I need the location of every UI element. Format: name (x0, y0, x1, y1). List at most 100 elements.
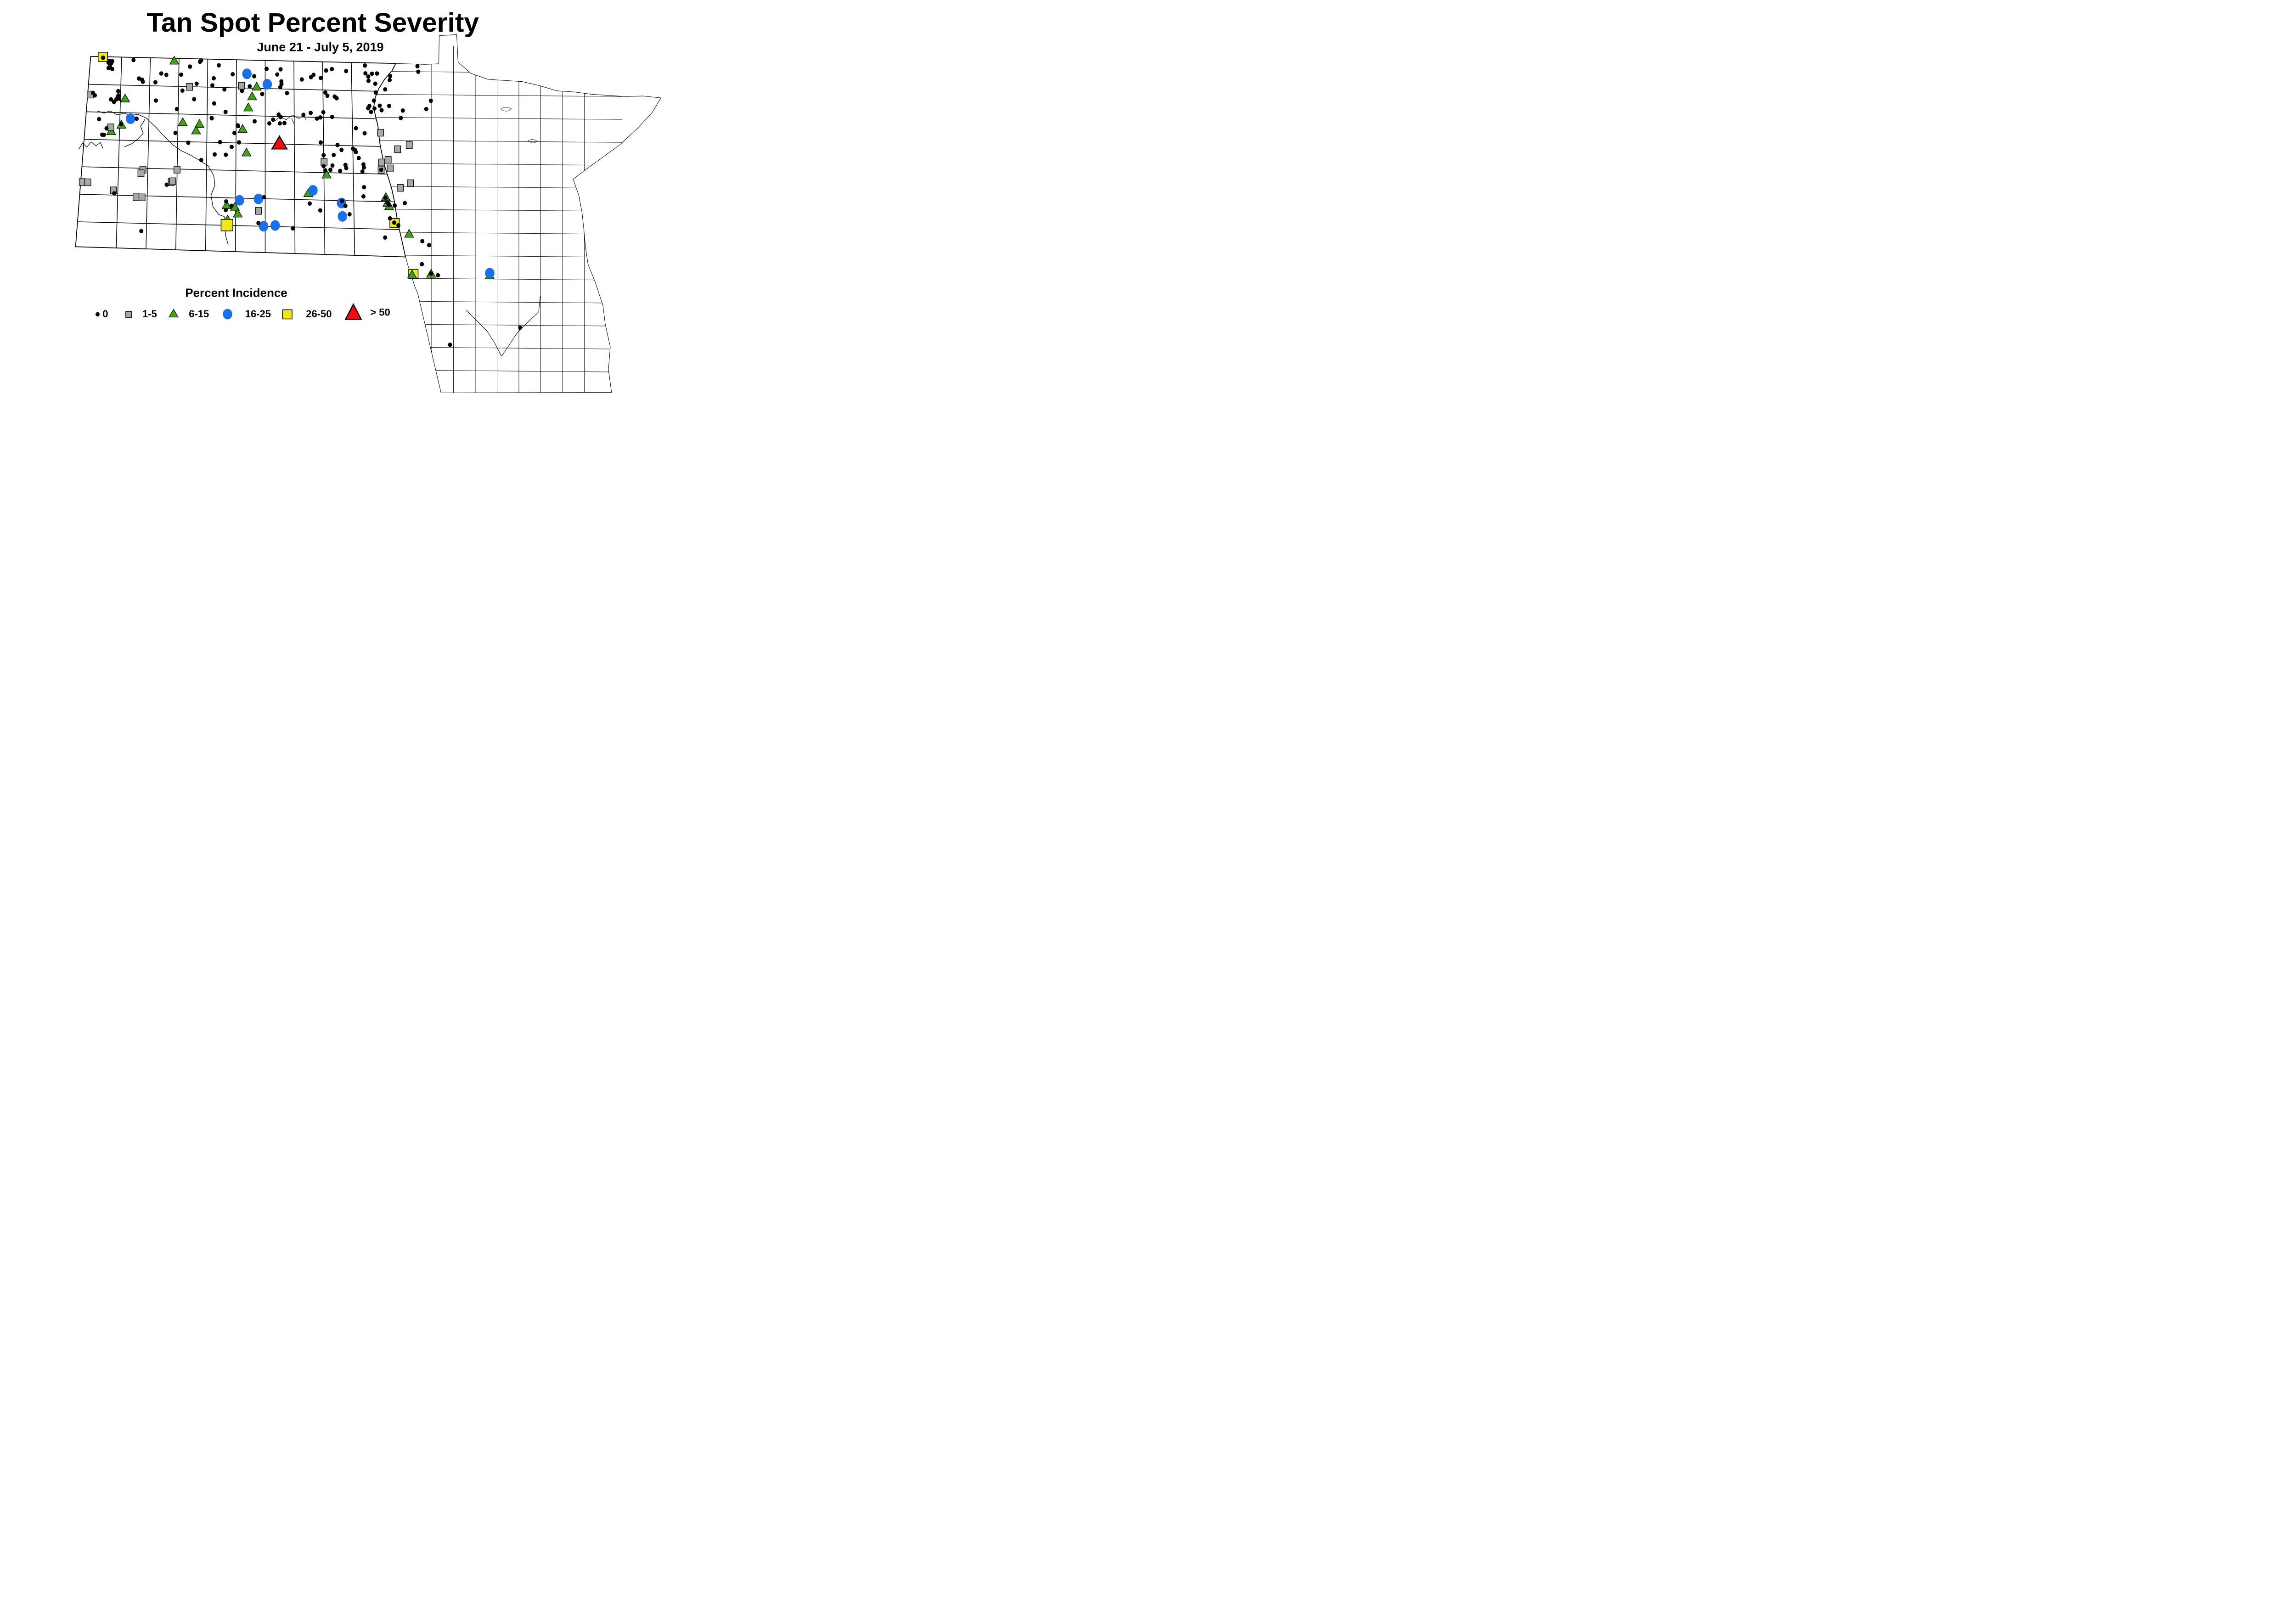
marker-1-5 (397, 184, 404, 192)
marker-0 (387, 203, 391, 207)
marker-0 (112, 100, 116, 104)
marker-0 (377, 103, 382, 108)
marker-0 (278, 115, 283, 119)
legend-title: Percent Incidence (185, 286, 287, 300)
marker-6-15 (169, 56, 180, 65)
marker-0 (388, 73, 393, 79)
marker-0 (218, 140, 222, 145)
marker-0 (343, 203, 348, 208)
marker-0 (344, 69, 349, 73)
marker-0 (362, 185, 366, 190)
marker-0 (260, 92, 264, 96)
marker-0 (323, 90, 327, 95)
marker-16-25 (485, 268, 495, 279)
marker-0 (224, 208, 228, 213)
marker-1-5 (407, 179, 414, 187)
marker-1-5 (133, 193, 140, 201)
marker->50 (271, 135, 288, 150)
marker-0 (366, 74, 371, 79)
marker-0 (199, 158, 203, 163)
marker-0 (179, 72, 183, 77)
legend-symbol-zero-dot (96, 312, 100, 317)
marker-0 (315, 116, 319, 121)
marker-0 (360, 169, 365, 174)
marker-0 (222, 87, 227, 92)
marker-0 (311, 73, 316, 77)
minnesota-outline (373, 34, 662, 394)
marker-1-5 (107, 124, 114, 131)
marker-0 (383, 235, 388, 240)
marker-0 (229, 203, 234, 208)
marker-0 (101, 132, 106, 137)
marker-0 (109, 61, 113, 65)
marker-0 (366, 79, 371, 83)
marker-0 (436, 273, 440, 278)
marker-16-25 (308, 185, 318, 196)
marker-0 (318, 115, 322, 120)
marker-0 (370, 71, 374, 76)
marker-6-15 (232, 208, 243, 218)
marker-0 (236, 124, 241, 129)
marker-0 (230, 145, 234, 149)
legend-symbol-yellow-square (282, 309, 293, 320)
marker-0 (344, 166, 349, 170)
marker-0 (335, 143, 340, 147)
marker-0 (354, 126, 358, 130)
marker-6-15 (237, 124, 248, 133)
red-lake-outline (500, 107, 512, 112)
marker-0 (388, 78, 392, 82)
marker-6-15 (321, 169, 332, 179)
marker-0 (321, 164, 326, 169)
page-title: Tan Spot Percent Severity (146, 8, 479, 38)
marker-0 (282, 121, 287, 125)
marker-1-5 (186, 83, 193, 91)
legend-symbol-red-triangle (344, 303, 362, 320)
legend-symbol-blue-circle (223, 309, 232, 320)
marker-1-5 (169, 177, 176, 185)
marker-1-5 (138, 193, 146, 201)
marker-0 (321, 110, 326, 115)
marker-0 (424, 107, 428, 112)
marker-0 (309, 111, 313, 115)
page-subtitle: June 21 - July 5, 2019 (257, 40, 383, 54)
marker-16-25 (235, 195, 244, 206)
marker-0 (363, 63, 367, 68)
marker-0 (253, 119, 257, 124)
marker-16-25 (253, 193, 263, 204)
marker-26-50 (220, 219, 233, 231)
marker-0 (231, 72, 235, 77)
marker-16-25 (262, 79, 272, 90)
marker-0 (420, 239, 425, 243)
marker-0 (319, 76, 323, 80)
marker-0 (212, 101, 216, 106)
marker-0 (403, 201, 407, 206)
marker-0 (224, 199, 228, 204)
marker-6-15 (178, 117, 188, 126)
marker-0 (420, 262, 424, 266)
legend-label-16-25: 16-25 (245, 308, 271, 320)
marker-6-15 (243, 102, 253, 112)
marker-0 (388, 216, 392, 221)
marker-0 (361, 194, 366, 199)
map-figure: Tan Spot Percent Severity June 21 - July… (0, 0, 764, 403)
marker-16-25 (270, 220, 280, 231)
legend-label-1-5: 1-5 (142, 308, 157, 320)
marker-0 (278, 121, 282, 126)
marker-0 (318, 208, 322, 213)
marker-16-25 (242, 68, 252, 79)
tan-spot-severity-map: Tan Spot Percent Severity June 21 - July… (75, 8, 662, 394)
marker-0 (223, 110, 228, 114)
marker-1-5 (405, 141, 413, 149)
marker-0 (396, 223, 400, 228)
marker-0 (278, 67, 283, 72)
marker-0 (217, 63, 221, 68)
marker-0 (174, 107, 179, 112)
marker-0 (375, 71, 379, 76)
marker-0 (332, 152, 336, 158)
marker-0 (291, 226, 295, 231)
state-north-dakota (75, 56, 406, 258)
marker-0 (212, 76, 216, 81)
marker-0 (448, 343, 452, 347)
marker-0 (324, 68, 328, 73)
data-markers (79, 52, 523, 347)
